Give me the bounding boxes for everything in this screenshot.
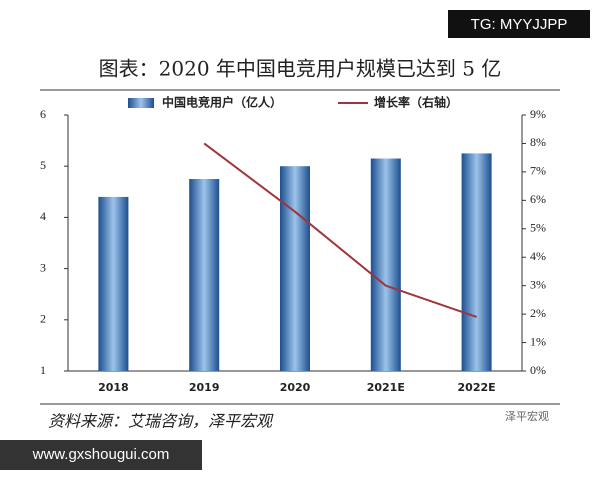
y2-tick-label: 5% [530,221,546,235]
y-tick-label: 3 [40,260,46,274]
x-tick-label: 2020 [280,381,311,394]
legend-swatch [128,98,154,108]
y2-tick-label: 7% [530,164,546,178]
y-tick-label: 5 [40,158,46,172]
y-tick-label: 4 [40,209,46,223]
legend-label: 增长率（右轴） [374,95,458,110]
y2-tick-label: 3% [530,277,546,291]
bar [189,179,220,371]
y2-tick-label: 4% [530,249,546,263]
y2-tick-label: 1% [530,334,546,348]
x-tick-label: 2021E [367,381,405,394]
bar [98,196,129,371]
y2-tick-label: 0% [530,363,546,377]
y2-tick-label: 6% [530,192,546,206]
bar [461,153,492,371]
x-tick-label: 2018 [98,381,129,394]
y2-tick-label: 2% [530,306,546,320]
chart-title: 图表：2020 年中国电竞用户规模已达到 5 亿 [99,57,502,81]
watermark: TG: MYYJJPP [471,16,568,33]
line [203,142,477,318]
x-tick-label: 2022E [458,381,496,394]
y2-tick-label: 9% [530,107,546,121]
y-tick-label: 2 [40,312,46,326]
bar [370,158,401,371]
bar [280,166,310,371]
url-box [0,440,202,470]
y-tick-label: 1 [40,363,46,377]
x-tick-label: 2019 [189,381,220,394]
url: www.gxshougui.com [32,446,170,463]
logo-text: 泽平宏观 [505,409,549,423]
legend-label: 中国电竞用户（亿人） [162,95,282,110]
watermark-box [448,10,590,38]
y-tick-label: 6 [40,107,46,121]
source: 资料来源：艾瑞咨询，泽平宏观 [48,412,274,431]
y2-tick-label: 8% [530,135,546,149]
